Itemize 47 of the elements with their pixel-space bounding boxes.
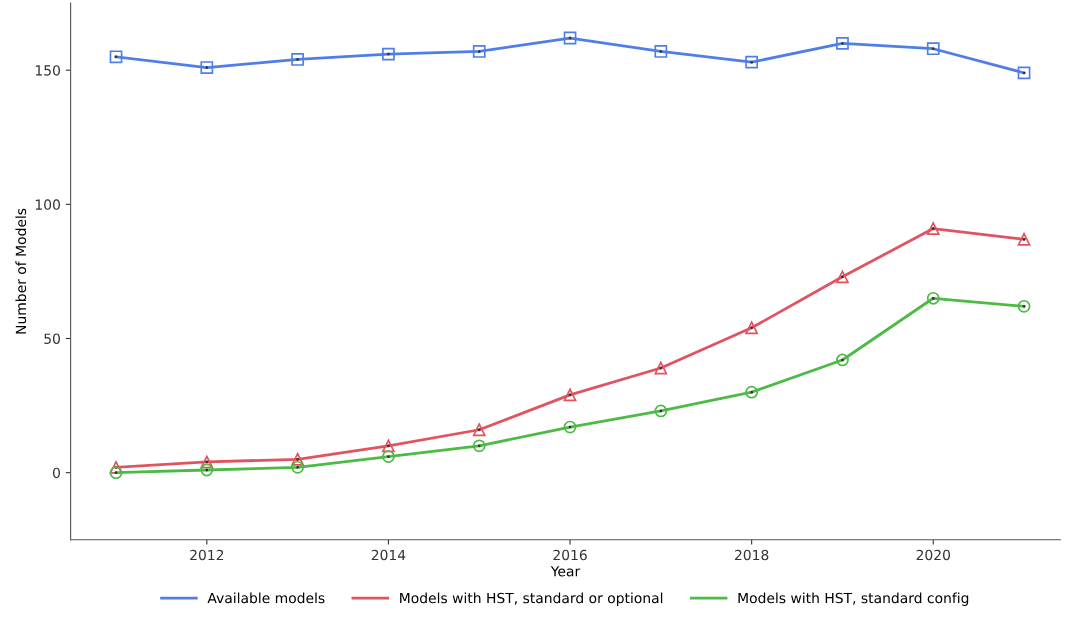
point xyxy=(1017,299,1031,313)
point xyxy=(472,45,486,58)
point xyxy=(291,460,305,474)
point xyxy=(745,385,759,399)
point xyxy=(926,42,940,56)
point xyxy=(200,463,214,477)
point xyxy=(654,404,668,418)
point xyxy=(745,321,759,335)
x-tick-label: 2012 xyxy=(190,549,224,561)
point xyxy=(1017,66,1031,80)
point xyxy=(291,53,305,66)
point xyxy=(563,388,577,402)
x-tick-label: 2016 xyxy=(553,549,587,561)
y-tick-label: 50 xyxy=(44,333,60,344)
point xyxy=(836,36,849,50)
point xyxy=(472,439,486,453)
x-tick-label: 2014 xyxy=(371,549,406,561)
point xyxy=(1017,232,1031,246)
point xyxy=(836,353,849,367)
x-axis-title: Year xyxy=(550,566,581,577)
point xyxy=(563,420,577,434)
point xyxy=(382,450,395,463)
point xyxy=(926,291,940,305)
point xyxy=(382,47,395,61)
legend-label: Models with HST, standard config xyxy=(738,592,969,606)
point xyxy=(109,460,123,474)
point xyxy=(836,270,849,284)
y-axis-title: Number of Models xyxy=(15,208,27,334)
y-tick-label: 0 xyxy=(52,467,60,479)
point xyxy=(654,361,668,375)
point xyxy=(472,423,486,437)
point xyxy=(200,61,214,74)
x-tick-label: 2018 xyxy=(734,549,769,561)
point xyxy=(382,439,395,453)
point xyxy=(926,222,940,235)
legend-label: Available models xyxy=(207,592,325,604)
y-tick-label: 150 xyxy=(35,65,60,76)
y-tick-label: 100 xyxy=(35,199,60,210)
point xyxy=(745,55,759,69)
point xyxy=(291,452,305,466)
point xyxy=(654,45,668,58)
point xyxy=(563,31,577,45)
point xyxy=(200,455,214,469)
point xyxy=(109,466,123,480)
legend-label: Models with HST, standard or optional xyxy=(400,592,663,606)
point xyxy=(109,50,123,64)
x-tick-label: 2020 xyxy=(916,549,950,561)
